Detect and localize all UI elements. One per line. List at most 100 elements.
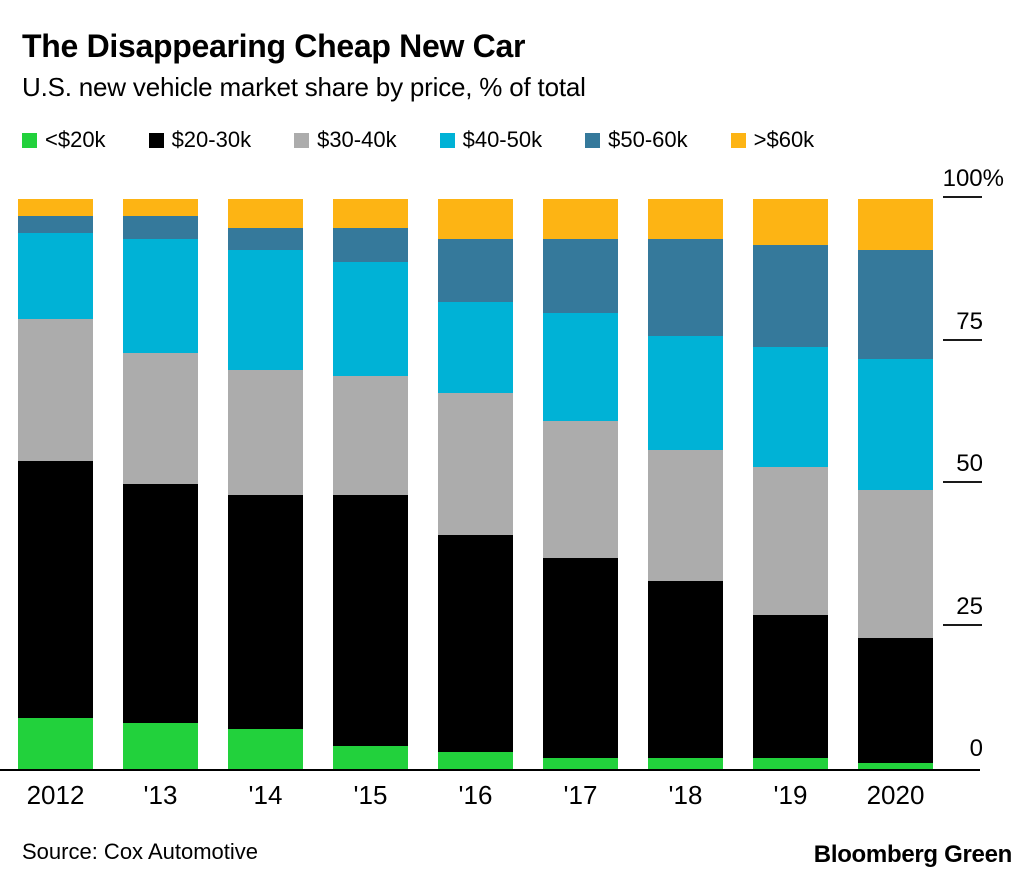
bar-segment (648, 580, 723, 758)
y-axis-label: 75 (956, 307, 983, 335)
chart-title: The Disappearing Cheap New Car (22, 28, 526, 64)
bar-segment (648, 199, 723, 239)
bar-segment (858, 358, 933, 490)
y-axis-tick (943, 481, 982, 483)
x-axis-label: 2020 (866, 780, 925, 810)
chart-subtitle: U.S. new vehicle market share by price, … (22, 72, 586, 102)
x-axis-label: '18 (668, 780, 703, 810)
bar-segment (648, 449, 723, 581)
bar-segment (18, 318, 93, 462)
bar-segment (753, 199, 828, 245)
bar-segment (543, 757, 618, 769)
bar-segment (543, 558, 618, 758)
x-axis-label: '16 (458, 780, 493, 810)
bar-segment (648, 757, 723, 769)
legend-label: >$60k (753, 127, 815, 152)
bar-18 (648, 199, 723, 769)
legend-item-0: <$20k (22, 127, 106, 153)
bar-segment (18, 216, 93, 234)
bar-segment (543, 199, 618, 239)
legend-label: $40-50k (462, 127, 543, 152)
legend-swatch (730, 132, 746, 148)
bar-segment (123, 199, 198, 217)
legend-label: $30-40k (317, 127, 397, 152)
bar-segment (228, 250, 303, 370)
legend-swatch (294, 132, 310, 148)
bar-segment (333, 227, 408, 262)
source-note: Source: Cox Automotive (22, 839, 259, 864)
bar-segment (753, 347, 828, 467)
brand-logo: Bloomberg Green (813, 841, 1013, 868)
bar-segment (438, 301, 513, 393)
bar-segment (18, 717, 93, 769)
bar-segment (228, 729, 303, 769)
y-axis-tick (943, 623, 982, 626)
bar-segment (858, 199, 933, 251)
plot-area (18, 199, 933, 769)
bar-segment (228, 227, 303, 251)
bar-segment (753, 757, 828, 769)
legend-label: $20-30k (171, 127, 252, 152)
x-axis-label: '17 (563, 780, 598, 810)
legend-swatch (148, 132, 164, 148)
bar-segment (543, 238, 618, 313)
x-axis-label: '15 (353, 780, 388, 810)
y-axis-tick (943, 196, 982, 198)
x-axis-line (0, 769, 980, 771)
bar-segment (438, 751, 513, 769)
bar-segment (543, 421, 618, 559)
legend-swatch (22, 132, 37, 148)
bar-segment (123, 216, 198, 239)
bar-segment (858, 763, 933, 769)
bar-segment (438, 199, 513, 239)
legend: <$20k $20-30k $30-40k $40-50k $50-60k >$60k (22, 127, 814, 153)
legend-label: $50-60k (608, 127, 688, 152)
bar-segment (858, 250, 933, 359)
legend-item-3: $40-50k (439, 127, 543, 153)
bar-segment (333, 746, 408, 769)
legend-item-5: >$60k (730, 127, 815, 153)
bar-2020 (858, 199, 933, 769)
x-axis-label: '13 (143, 780, 178, 810)
bar-segment (858, 489, 933, 638)
bar-segment (543, 313, 618, 422)
bar-segment (18, 199, 93, 217)
bar-segment (123, 238, 198, 353)
bar-segment (753, 244, 828, 348)
bar-segment (18, 233, 93, 319)
bar-segment (333, 495, 408, 747)
bar-segment (333, 199, 408, 228)
legend-item-4: $50-60k (585, 127, 688, 153)
x-axis-label: 2012 (26, 780, 85, 810)
bar-15 (333, 199, 408, 769)
bar-19 (753, 199, 828, 769)
y-axis-label: 50 (956, 450, 983, 477)
y-axis-label: 0 (969, 735, 983, 762)
bar-segment (438, 392, 513, 536)
bar-segment (123, 723, 198, 769)
bar-16 (438, 199, 513, 769)
bar-segment (858, 637, 933, 764)
bar-13 (123, 199, 198, 769)
bar-segment (648, 238, 723, 336)
bar-2012 (18, 199, 93, 769)
bar-17 (543, 199, 618, 769)
x-axis-label: '14 (248, 780, 283, 810)
legend-item-2: $30-40k (294, 127, 397, 153)
bar-segment (228, 199, 303, 228)
bar-14 (228, 199, 303, 769)
bar-segment (228, 495, 303, 730)
bar-segment (333, 375, 408, 496)
x-axis-label: '19 (773, 780, 808, 810)
bar-segment (438, 238, 513, 302)
bar-segment (123, 484, 198, 724)
bar-segment (753, 615, 828, 758)
y-axis-tick (943, 338, 982, 341)
bar-segment (333, 261, 408, 376)
bar-segment (753, 466, 828, 616)
bar-segment (18, 461, 93, 718)
legend-label: <$20k (45, 127, 106, 152)
legend-swatch (439, 132, 455, 148)
legend-swatch (585, 132, 601, 148)
